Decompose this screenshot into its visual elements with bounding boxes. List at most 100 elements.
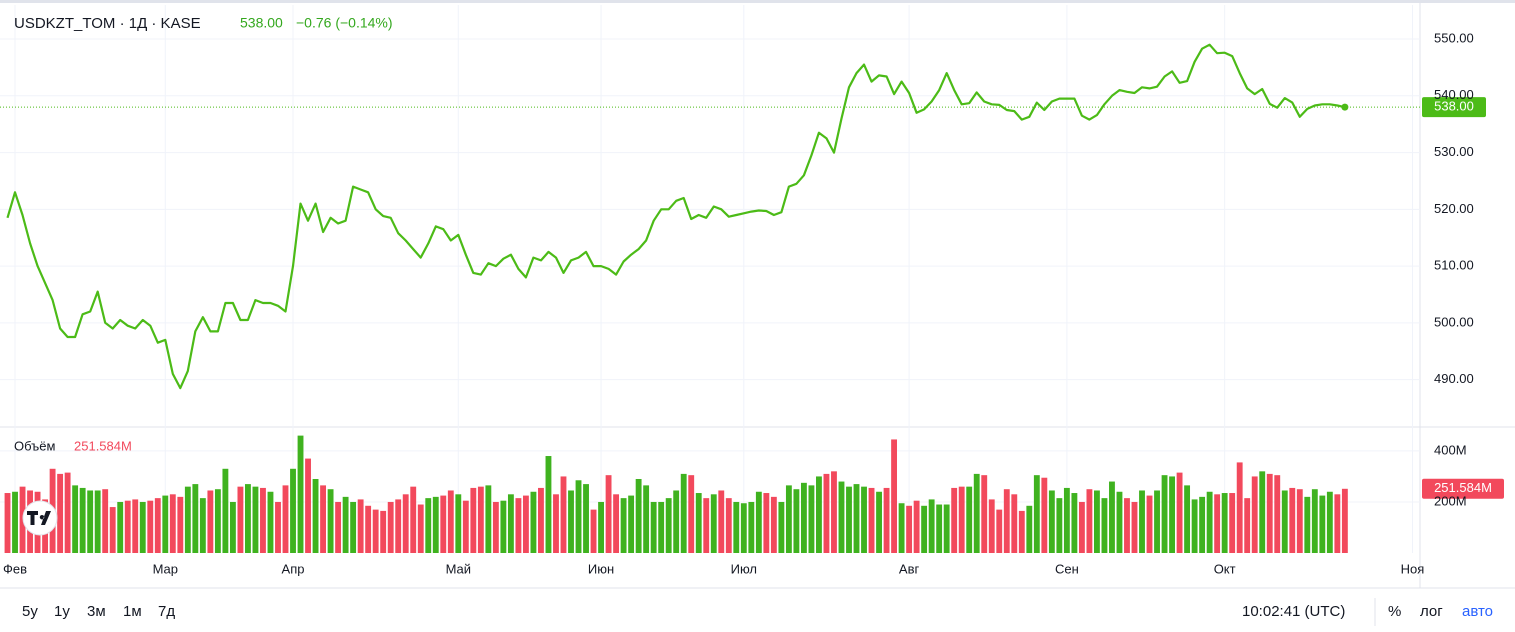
volume-bar [913, 500, 920, 553]
volume-bar [1018, 510, 1025, 553]
last-price-badge [1422, 97, 1486, 118]
volume-bar [492, 501, 499, 553]
volume-bar [673, 490, 680, 553]
volume-bar [560, 476, 567, 553]
volume-bar [943, 504, 950, 553]
volume-bar [1161, 475, 1168, 553]
volume-bar [19, 486, 26, 553]
volume-bar [1191, 499, 1198, 553]
volume-bar [1244, 498, 1251, 553]
volume-bar [507, 494, 514, 553]
volume-bar [996, 509, 1003, 553]
y-tick-label: 200M [1434, 493, 1467, 508]
volume-bar [1033, 475, 1040, 553]
volume-bar [372, 509, 379, 553]
y-tick-label: 400M [1434, 442, 1467, 457]
volume-bar [139, 501, 146, 553]
volume-bar [1251, 476, 1258, 553]
volume-bar [117, 501, 124, 553]
last-price: 538.00 [240, 15, 283, 31]
range-button[interactable]: 7д [158, 603, 175, 620]
x-tick-label: Авг [899, 561, 920, 576]
volume-bar [462, 500, 469, 553]
range-button[interactable]: 1y [54, 603, 70, 620]
x-tick-label: Ноя [1401, 561, 1425, 576]
volume-bar [808, 485, 815, 553]
volume-bar [410, 486, 417, 553]
volume-bar [1124, 498, 1130, 553]
volume-bar [1146, 495, 1153, 553]
volume-bar [1139, 490, 1145, 553]
volume-bar [132, 499, 139, 553]
volume-bar [778, 501, 785, 553]
y-tick-label: 540.00 [1434, 87, 1474, 102]
volume-bar [733, 501, 740, 553]
volume-bar [1109, 481, 1115, 553]
volume-bar [538, 487, 544, 553]
volume-bar [1078, 501, 1085, 553]
y-tick-label: 530.00 [1434, 144, 1474, 159]
x-tick-label: Июн [588, 561, 614, 576]
range-button[interactable]: 3м [87, 603, 106, 620]
volume-bar [823, 473, 830, 553]
volume-bar [1341, 488, 1348, 553]
x-tick-label: Сен [1055, 561, 1079, 576]
clock[interactable]: 10:02:41 (UTC) [1242, 603, 1345, 620]
volume-bar [177, 496, 184, 553]
volume-badge-label: 251.584M [1434, 480, 1492, 495]
volume-bar [282, 485, 289, 553]
volume-bar [966, 486, 973, 553]
last-price-badge-label: 538.00 [1434, 99, 1474, 114]
scale-option[interactable]: % [1388, 603, 1401, 620]
volume-bar [725, 498, 732, 553]
volume-bar [320, 485, 326, 553]
x-tick-label: Окт [1214, 561, 1236, 576]
volume-bar [718, 490, 725, 553]
volume-bar [1041, 477, 1048, 553]
volume-bar [981, 475, 988, 553]
volume-bar [4, 493, 11, 553]
volume-bar [522, 495, 529, 553]
volume-bar [861, 486, 867, 553]
volume-bar [477, 486, 484, 553]
volume-bar [1206, 491, 1213, 553]
range-button[interactable]: 1м [123, 603, 142, 620]
volume-bar [275, 501, 281, 553]
volume-title: Объём [14, 438, 55, 453]
volume-bar [1289, 487, 1296, 553]
volume-bar [94, 490, 101, 553]
volume-bar [1071, 493, 1078, 553]
volume-bar [1334, 494, 1341, 553]
volume-bar [605, 475, 612, 553]
volume-bar [1116, 491, 1123, 553]
volume-bar [763, 493, 770, 553]
volume-bar [1304, 496, 1311, 553]
volume-bar [1319, 495, 1326, 553]
volume-bar [928, 499, 935, 553]
volume-bar [214, 489, 221, 553]
volume-bar [252, 486, 259, 553]
volume-bar [335, 501, 342, 553]
volume-bar [1199, 496, 1206, 553]
volume-bar [973, 473, 980, 553]
range-button[interactable]: 5y [22, 603, 38, 620]
y-tick-label: 550.00 [1434, 30, 1474, 45]
price-line [6, 43, 1346, 390]
scale-option[interactable]: лог [1420, 603, 1443, 620]
volume-bar [1056, 498, 1063, 553]
volume-bar [297, 435, 304, 553]
volume-bar [598, 501, 604, 553]
volume-bar [72, 485, 79, 553]
scale-option[interactable]: авто [1462, 603, 1493, 620]
volume-bar [57, 473, 64, 553]
volume-bar [1184, 485, 1191, 553]
volume-bar [635, 478, 642, 553]
volume-bar [102, 489, 109, 553]
volume-bar [229, 501, 236, 553]
volume-bar [688, 475, 695, 553]
volume-bar [755, 491, 762, 553]
plot [0, 43, 1504, 553]
volume-bar [1266, 473, 1273, 553]
volume-bar [838, 481, 845, 553]
